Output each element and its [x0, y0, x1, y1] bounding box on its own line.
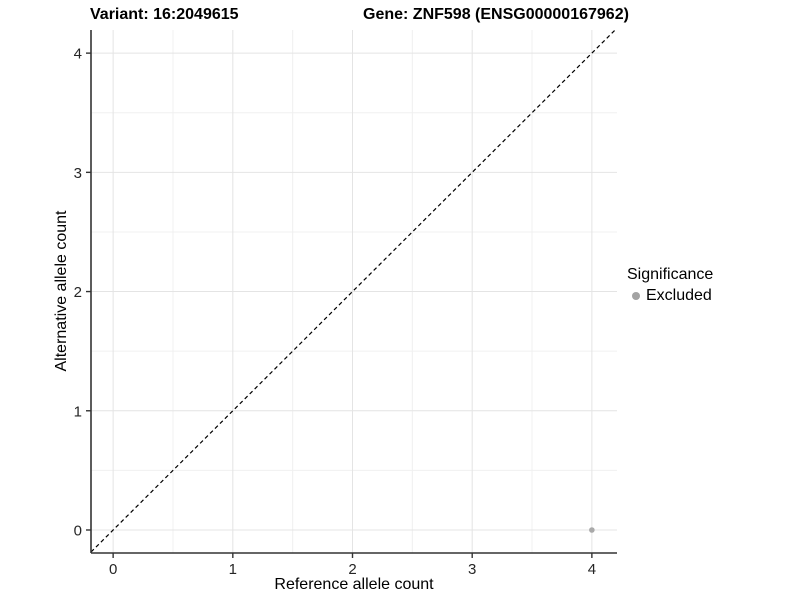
legend-item-excluded: Excluded: [627, 287, 713, 305]
y-tick-label: 2: [74, 284, 82, 301]
legend-title: Significance: [627, 266, 714, 283]
y-tick-label: 4: [74, 46, 82, 63]
data-point: [589, 527, 595, 533]
x-tick-label: 1: [229, 561, 237, 578]
x-tick-label: 0: [109, 561, 117, 578]
y-tick-label: 0: [74, 522, 82, 539]
variant-title: Variant: 16:2049615: [90, 6, 239, 23]
x-tick-label: 2: [348, 561, 356, 578]
y-axis-title: Alternative allele count: [53, 210, 70, 372]
gene-title: Gene: ZNF598 (ENSG00000167962): [363, 6, 629, 23]
x-tick-label: 3: [468, 561, 476, 578]
identity-dashed-line: [90, 29, 616, 553]
x-tick-label: 4: [588, 561, 596, 578]
y-tick-label: 1: [74, 403, 82, 420]
x-axis-title: Reference allele count: [274, 576, 434, 593]
y-tick-label: 3: [74, 165, 82, 182]
excluded-point-icon: [632, 292, 640, 300]
legend-item-label: Excluded: [646, 287, 712, 304]
legend: Significance Excluded: [627, 266, 713, 305]
